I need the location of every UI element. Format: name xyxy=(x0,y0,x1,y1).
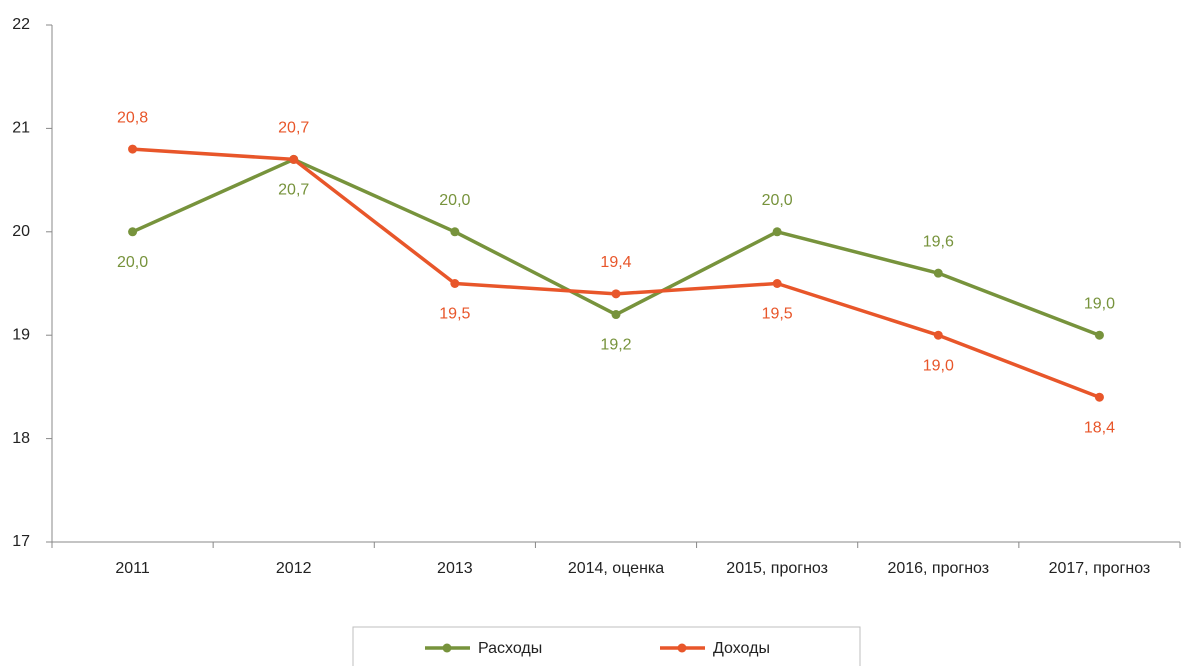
y-tick-label: 19 xyxy=(12,326,30,343)
data-label: 19,5 xyxy=(439,306,470,323)
legend-label: Расходы xyxy=(478,640,542,657)
y-tick-label: 21 xyxy=(12,120,30,137)
x-tick-label: 2014, оценка xyxy=(568,560,664,577)
data-label: 18,4 xyxy=(1084,419,1115,436)
point xyxy=(128,144,138,154)
point xyxy=(611,289,621,299)
data-label: 20,0 xyxy=(117,254,148,271)
data-label: 19,2 xyxy=(600,337,631,354)
x-tick-label: 2013 xyxy=(437,560,473,577)
point xyxy=(772,227,782,237)
data-label: 20,8 xyxy=(117,109,148,126)
data-label: 20,7 xyxy=(278,120,309,137)
data-label: 19,5 xyxy=(762,306,793,323)
point xyxy=(1094,330,1104,340)
point xyxy=(1094,392,1104,402)
data-label: 20,7 xyxy=(278,182,309,199)
data-label: 20,0 xyxy=(762,192,793,209)
legend-marker xyxy=(442,643,452,653)
point xyxy=(128,227,138,237)
data-label: 20,0 xyxy=(439,192,470,209)
x-tick-label: 2012 xyxy=(276,560,312,577)
y-tick-label: 22 xyxy=(12,16,30,33)
point xyxy=(772,279,782,288)
y-tick-label: 18 xyxy=(12,430,30,447)
point xyxy=(611,310,621,320)
data-label: 19,4 xyxy=(600,254,631,271)
point xyxy=(289,154,299,164)
x-tick-label: 2017, прогноз xyxy=(1049,560,1151,577)
y-tick-label: 17 xyxy=(12,533,30,550)
point xyxy=(450,279,460,288)
data-label: 19,0 xyxy=(1084,295,1115,312)
legend-marker xyxy=(677,643,687,653)
x-tick-label: 2011 xyxy=(115,560,150,577)
x-tick-label: 2016, прогноз xyxy=(887,560,989,577)
point xyxy=(933,330,943,340)
data-label: 19,6 xyxy=(923,233,954,250)
legend-label: Доходы xyxy=(713,640,770,657)
point xyxy=(933,268,943,278)
point xyxy=(450,227,460,237)
x-tick-label: 2015, прогноз xyxy=(726,560,828,577)
y-tick-label: 20 xyxy=(12,223,30,240)
data-label: 19,0 xyxy=(923,357,954,374)
